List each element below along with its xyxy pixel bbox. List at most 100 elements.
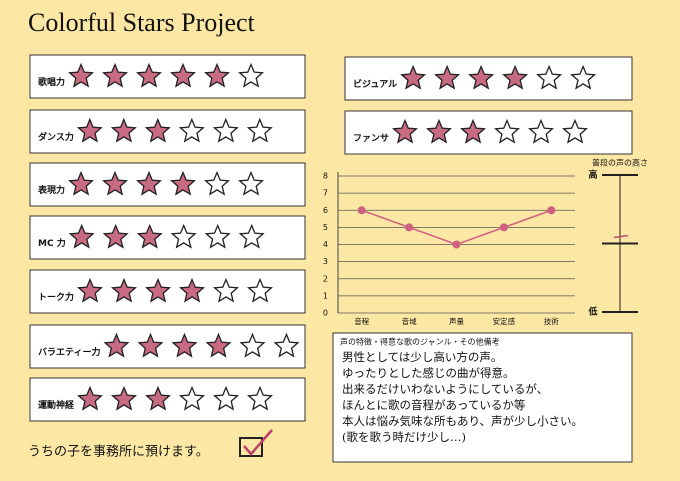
rating-star bbox=[536, 64, 563, 90]
rating-star bbox=[493, 118, 520, 144]
check-mark bbox=[243, 429, 273, 456]
rating-star bbox=[103, 332, 130, 358]
rating-star bbox=[110, 277, 137, 303]
rating-star bbox=[135, 170, 162, 196]
rating-star bbox=[459, 118, 486, 144]
rating-star bbox=[169, 62, 196, 88]
pitch-high: 高 bbox=[588, 169, 597, 181]
rating-star bbox=[102, 223, 129, 249]
rating-star bbox=[144, 117, 171, 143]
rating-box bbox=[29, 324, 306, 369]
rating-star bbox=[239, 332, 266, 358]
rating-star bbox=[391, 118, 418, 144]
rating-star bbox=[468, 64, 495, 90]
rating-star bbox=[434, 64, 461, 90]
rating-star bbox=[170, 223, 197, 249]
rating-label: 運動神経 bbox=[38, 399, 75, 411]
rating-star bbox=[273, 332, 300, 358]
rating-star bbox=[110, 117, 137, 143]
rating-label: ダンス力 bbox=[38, 131, 74, 143]
rating-star bbox=[178, 117, 205, 143]
notes-box bbox=[332, 332, 633, 463]
rating-box bbox=[29, 162, 306, 207]
rating-star bbox=[137, 332, 164, 358]
rating-label: 表現力 bbox=[37, 184, 65, 196]
y-tick-label: 6 bbox=[323, 206, 328, 215]
y-tick-label: 7 bbox=[323, 189, 328, 198]
y-tick-label: 0 bbox=[323, 309, 328, 318]
note-line: ゆったりとした感じの曲が得意。 bbox=[342, 366, 515, 380]
rating-star bbox=[76, 277, 103, 303]
rating-star bbox=[246, 277, 273, 303]
agency-label: うちの子を事務所に預けます。 bbox=[28, 445, 209, 460]
rating-star bbox=[169, 170, 196, 196]
rating-star bbox=[101, 170, 128, 196]
rating-star bbox=[212, 117, 239, 143]
page-title: Colorful Stars Project bbox=[28, 8, 256, 37]
rating-star bbox=[425, 118, 452, 144]
note-line: 本人は悩み気味な所もあり、声が少し小さい。 bbox=[342, 414, 583, 428]
data-point bbox=[547, 206, 556, 215]
x-tick-label: 安定感 bbox=[493, 316, 516, 326]
rating-star bbox=[212, 385, 239, 411]
rating-label: バラエティー力 bbox=[38, 346, 100, 358]
rating-star bbox=[400, 64, 427, 90]
x-tick-label: 音域 bbox=[402, 316, 417, 326]
rating-star bbox=[212, 277, 239, 303]
y-tick-label: 8 bbox=[323, 172, 328, 181]
x-tick-label: 音程 bbox=[354, 316, 369, 326]
rating-label: ファンサ bbox=[353, 133, 389, 144]
rating-star bbox=[527, 118, 554, 144]
x-tick-label: 技術 bbox=[544, 316, 559, 326]
rating-label: トーク力 bbox=[38, 291, 74, 303]
x-tick-label: 声量 bbox=[449, 316, 464, 326]
rating-star bbox=[171, 332, 198, 358]
y-tick-label: 1 bbox=[323, 291, 328, 300]
rating-label: ビジュアル bbox=[353, 78, 397, 90]
rating-box bbox=[344, 110, 633, 155]
rating-star bbox=[101, 62, 128, 88]
rating-star bbox=[205, 332, 232, 358]
rating-star bbox=[178, 277, 205, 303]
rating-star bbox=[76, 385, 103, 411]
rating-star bbox=[561, 118, 588, 144]
note-line: 男性としては少し高い方の声。 bbox=[342, 350, 502, 364]
rating-star bbox=[135, 62, 162, 88]
note-line: 出来るだけいわないようにしているが、 bbox=[342, 382, 548, 396]
rating-star bbox=[178, 385, 205, 411]
rating-box bbox=[29, 54, 306, 99]
note-line: ほんとに歌の音程があっているか等 bbox=[342, 398, 525, 412]
rating-label: MC 力 bbox=[38, 237, 66, 249]
rating-star bbox=[238, 223, 265, 249]
rating-label: 歌唱力 bbox=[38, 76, 65, 88]
rating-star bbox=[68, 223, 95, 249]
y-tick-label: 3 bbox=[323, 257, 328, 266]
rating-star bbox=[67, 62, 94, 88]
data-point bbox=[357, 206, 366, 215]
data-point bbox=[499, 223, 508, 232]
rating-star bbox=[67, 170, 94, 196]
data-point bbox=[452, 240, 461, 249]
rating-star bbox=[570, 64, 597, 90]
rating-box bbox=[29, 215, 306, 260]
rating-star bbox=[246, 385, 273, 411]
rating-star bbox=[246, 117, 273, 143]
rating-star bbox=[110, 385, 137, 411]
rating-star bbox=[203, 170, 230, 196]
checkbox[interactable] bbox=[239, 437, 263, 457]
data-point bbox=[405, 223, 414, 232]
rating-star bbox=[76, 117, 103, 143]
rating-star bbox=[204, 223, 231, 249]
y-tick-label: 4 bbox=[323, 240, 328, 249]
pitch-title: 普段の声の高さ bbox=[592, 158, 648, 168]
pitch-accent bbox=[613, 234, 629, 239]
rating-star bbox=[237, 170, 264, 196]
rating-star bbox=[203, 62, 230, 88]
rating-star bbox=[502, 64, 529, 90]
y-tick-label: 5 bbox=[323, 223, 328, 232]
pitch-low: 低 bbox=[587, 306, 597, 318]
rating-star bbox=[136, 223, 163, 249]
y-tick-label: 2 bbox=[323, 274, 328, 283]
rating-star bbox=[144, 385, 171, 411]
